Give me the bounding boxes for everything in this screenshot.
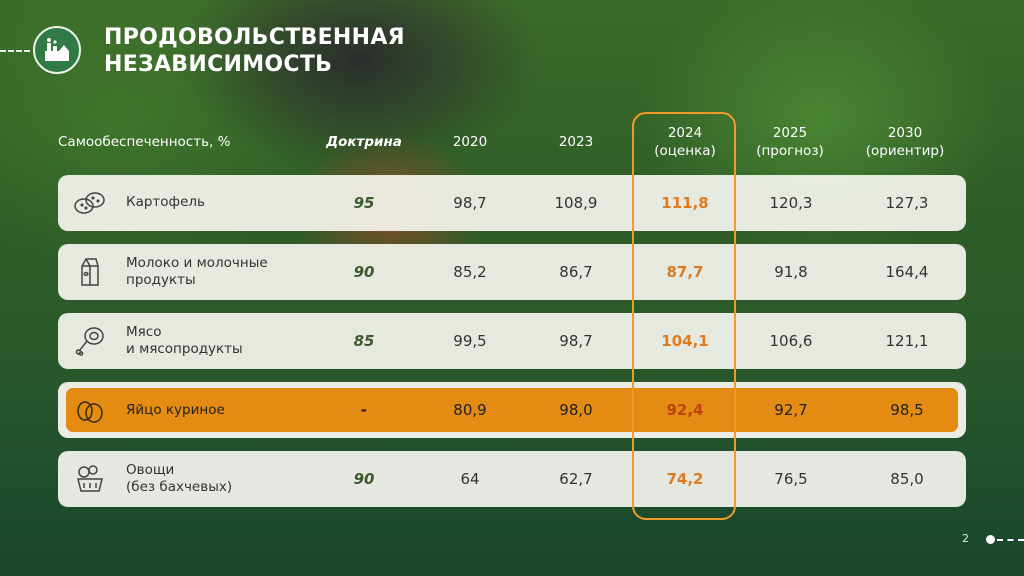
header-2030-year: 2030	[887, 125, 923, 141]
cell-2024: 87,7	[666, 263, 704, 281]
cell-2025: 106,6	[769, 332, 813, 350]
cell-2025: 92,7	[774, 401, 808, 419]
header-2025: 2025 (прогноз)	[740, 124, 840, 160]
cell-2025: 91,8	[774, 263, 808, 281]
row-label-line2: и мясопродукты	[126, 341, 243, 357]
cell-2023: 108,9	[554, 194, 598, 212]
cell-2023: 62,7	[559, 470, 593, 488]
decorative-line-left	[0, 50, 30, 52]
milk-carton-icon	[72, 254, 108, 290]
cell-2020: 99,5	[453, 332, 487, 350]
pager-dot-icon	[986, 535, 995, 544]
row-label-line2: (без бахчевых)	[126, 479, 233, 495]
row-label: Картофель	[126, 194, 205, 210]
cell-2023: 98,7	[559, 332, 593, 350]
table-row-vegetables: Овощи (без бахчевых) 90 64 62,7 74,2 76,…	[58, 451, 966, 507]
table-row-potato: Картофель 95 98,7 108,9 111,8 120,3 127,…	[58, 175, 966, 231]
table-row-meat: Мясо и мясопродукты 85 99,5 98,7 104,1 1…	[58, 313, 966, 369]
page-number: 2	[962, 532, 969, 545]
pager-line	[997, 539, 1024, 541]
cell-2023: 86,7	[559, 263, 593, 281]
cell-2020: 85,2	[453, 263, 487, 281]
header-2030-note: (ориентир)	[865, 143, 945, 159]
page-title: ПРОДОВОЛЬСТВЕННАЯ НЕЗАВИСИМОСТЬ	[104, 24, 444, 78]
cell-doctrine: -	[360, 401, 368, 419]
row-highlight-band	[66, 388, 958, 432]
cell-2030: 164,4	[885, 263, 929, 281]
row-label: Яйцо куриное	[126, 402, 225, 418]
page-title-line2: НЕЗАВИСИМОСТЬ	[104, 52, 333, 77]
cell-doctrine: 95	[353, 194, 375, 212]
header-2025-note: (прогноз)	[756, 143, 824, 159]
header-2020: 2020	[452, 134, 488, 150]
vegetables-icon	[72, 461, 108, 497]
header-doctrine: Доктрина	[326, 134, 402, 150]
cell-2024: 74,2	[666, 470, 704, 488]
row-label-line2: продукты	[126, 272, 196, 288]
header-2025-year: 2025	[772, 125, 808, 141]
table-row-milk: Молоко и молочные продукты 90 85,2 86,7 …	[58, 244, 966, 300]
cell-2023: 98,0	[559, 401, 593, 419]
cell-2030: 98,5	[890, 401, 924, 419]
cell-2025: 120,3	[769, 194, 813, 212]
cell-2030: 85,0	[890, 470, 924, 488]
cell-doctrine: 85	[353, 332, 375, 350]
meat-leg-icon	[72, 323, 108, 359]
cell-2030: 121,1	[885, 332, 929, 350]
cell-2024: 92,4	[666, 401, 704, 419]
cell-2025: 76,5	[774, 470, 808, 488]
cell-2020: 64	[460, 470, 480, 488]
logo-icon	[33, 26, 81, 74]
header-indicator: Самообеспеченность, %	[58, 134, 231, 150]
potato-icon	[72, 185, 108, 221]
cell-2020: 80,9	[453, 401, 487, 419]
page-title-line1: ПРОДОВОЛЬСТВЕННАЯ	[104, 25, 405, 50]
header-2030: 2030 (ориентир)	[850, 124, 960, 160]
row-label-line1: Мясо	[126, 324, 162, 340]
header-2024: 2024 (оценка)	[640, 124, 730, 160]
header-2024-year: 2024	[667, 125, 703, 141]
year-2024-highlight-frame	[632, 112, 736, 520]
cell-2020: 98,7	[453, 194, 487, 212]
eggs-icon	[72, 392, 108, 428]
cell-2024: 111,8	[661, 194, 709, 212]
header-2024-note: (оценка)	[654, 143, 716, 159]
row-label-line1: Овощи	[126, 462, 175, 478]
cell-2024: 104,1	[661, 332, 709, 350]
cell-2030: 127,3	[885, 194, 929, 212]
cell-doctrine: 90	[353, 263, 375, 281]
row-label-line1: Молоко и молочные	[126, 255, 268, 271]
header-2023: 2023	[558, 134, 594, 150]
cell-doctrine: 90	[353, 470, 375, 488]
row-label: Овощи (без бахчевых)	[126, 462, 232, 496]
table-row-eggs: Яйцо куриное - 80,9 98,0 92,4 92,7 98,5	[58, 382, 966, 438]
row-label: Молоко и молочные продукты	[126, 255, 268, 289]
row-label: Мясо и мясопродукты	[126, 324, 243, 358]
